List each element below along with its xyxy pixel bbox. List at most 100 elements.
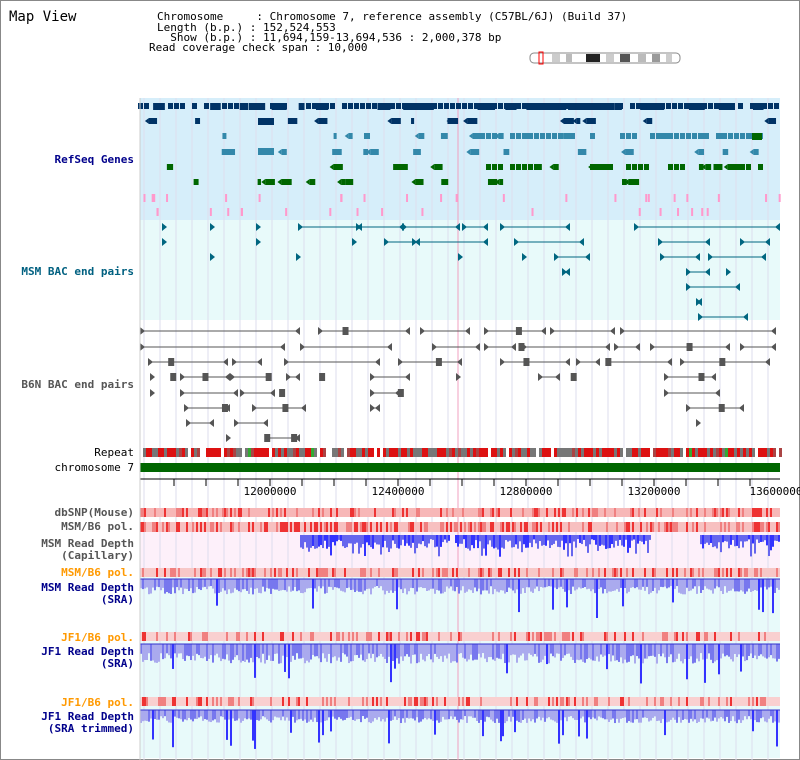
track-label-refseq[interactable]: RefSeq Genes [54, 153, 134, 166]
depth-bar [142, 644, 144, 662]
pol-cell [238, 568, 240, 577]
depth-bar [676, 579, 678, 587]
depth-bar [660, 644, 662, 657]
depth-bar [186, 644, 188, 656]
track-label-chromosome[interactable]: chromosome 7 [54, 461, 134, 474]
depth-bar [218, 579, 220, 593]
depth-bar [476, 579, 478, 592]
gene-block [393, 164, 404, 170]
repeat-element [329, 448, 332, 457]
depth-bar [648, 579, 650, 595]
pol-cell [768, 632, 770, 641]
depth-bar [556, 710, 558, 723]
depth-bar [627, 535, 629, 553]
depth-bar [486, 710, 488, 717]
depth-bar [178, 644, 180, 654]
depth-bar [722, 644, 724, 654]
track-label-repeat[interactable]: Repeat [94, 446, 134, 459]
pol-cell [770, 508, 772, 517]
depth-bar [306, 644, 308, 661]
depth-bar [599, 535, 601, 546]
depth-bar [266, 644, 268, 660]
pol-cell [452, 632, 454, 641]
depth-bar [422, 579, 424, 589]
gene-block [287, 118, 298, 124]
show-range-info: Show (b.p.) : 11,694,159-13,694,536 : 2,… [157, 31, 502, 44]
pol-cell [462, 632, 464, 641]
gene-block [756, 103, 761, 109]
b6n-bac-block [221, 404, 228, 412]
pol-cell [358, 568, 360, 577]
track-label-jf1-depth-sra[interactable]: JF1 Read Depth (SRA) [41, 645, 134, 670]
depth-bar [162, 710, 164, 719]
gene-strand-arrow [329, 164, 334, 170]
track-label-msm-pol-2[interactable]: MSM/B6 pol. [61, 566, 134, 579]
pol-cell [612, 522, 614, 532]
track-label-msm-pol-1[interactable]: MSM/B6 pol. [61, 520, 134, 533]
depth-bar [762, 710, 764, 718]
pol-cell [258, 697, 260, 706]
depth-bar [180, 644, 182, 654]
depth-bar [190, 579, 192, 589]
depth-bar [242, 644, 244, 661]
depth-bar [276, 579, 278, 590]
depth-bar [434, 579, 436, 594]
pol-cell [524, 568, 526, 577]
pol-cell [308, 522, 310, 532]
pol-cell [146, 632, 148, 641]
pink-mark [153, 194, 156, 202]
pol-cell [760, 697, 762, 706]
pol-cell [570, 697, 572, 706]
pol-cell [300, 522, 302, 532]
pol-cell [604, 522, 606, 532]
gene-block [432, 103, 437, 109]
depth-bar [568, 579, 570, 591]
pol-cell [286, 697, 288, 706]
pol-cell [476, 568, 478, 577]
depth-bar [424, 644, 426, 662]
depth-bar [170, 579, 172, 594]
track-label-msm-depth-sra[interactable]: MSM Read Depth (SRA) [41, 581, 134, 606]
depth-bar [402, 710, 404, 719]
b6n-bac-end [650, 343, 655, 351]
pol-cell [312, 522, 314, 532]
pol-cell [636, 697, 638, 706]
track-label-jf1-pol-1[interactable]: JF1/B6 pol. [61, 631, 134, 644]
pol-cell [494, 697, 496, 706]
depth-bar [510, 579, 512, 589]
depth-bar [488, 710, 490, 718]
pink-mark [638, 208, 641, 216]
depth-bar [226, 710, 228, 740]
track-label-dbsnp[interactable]: dbSNP(Mouse) [54, 506, 134, 519]
b6n-bac-end [465, 327, 470, 335]
depth-bar [390, 710, 392, 721]
depth-bar [448, 710, 450, 720]
depth-bar [560, 579, 562, 587]
track-label-msm-depth-cap[interactable]: MSM Read Depth (Capillary) [41, 537, 134, 562]
track-label-b6n-bac[interactable]: B6N BAC end pairs [21, 378, 134, 391]
pol-cell [460, 697, 462, 706]
depth-bar [210, 644, 212, 656]
track-label-jf1-depth-trim[interactable]: JF1 Read Depth (SRA trimmed) [41, 710, 134, 735]
pol-cell [270, 632, 272, 641]
pol-cell [284, 522, 286, 532]
pol-cell [226, 568, 228, 577]
b6n-bac-end [233, 389, 238, 397]
track-label-jf1-pol-2[interactable]: JF1/B6 pol. [61, 696, 134, 709]
track-label-msm-bac[interactable]: MSM BAC end pairs [21, 265, 134, 278]
pol-cell [488, 568, 490, 577]
gene-block [730, 164, 742, 170]
depth-bar [314, 535, 316, 549]
repeat-element [158, 448, 161, 457]
pol-cell [570, 632, 572, 641]
gene-block [740, 164, 745, 170]
pol-cell [230, 568, 232, 577]
pol-cell [574, 522, 576, 532]
pol-cell [432, 568, 434, 577]
gene-block [558, 103, 567, 110]
b6n-bac-end [405, 373, 410, 381]
pol-cell [448, 632, 450, 641]
pol-cell [232, 522, 234, 532]
pol-cell [614, 697, 616, 706]
